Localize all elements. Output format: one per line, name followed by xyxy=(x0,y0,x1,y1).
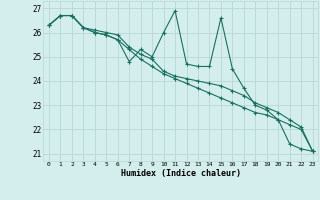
X-axis label: Humidex (Indice chaleur): Humidex (Indice chaleur) xyxy=(121,169,241,178)
